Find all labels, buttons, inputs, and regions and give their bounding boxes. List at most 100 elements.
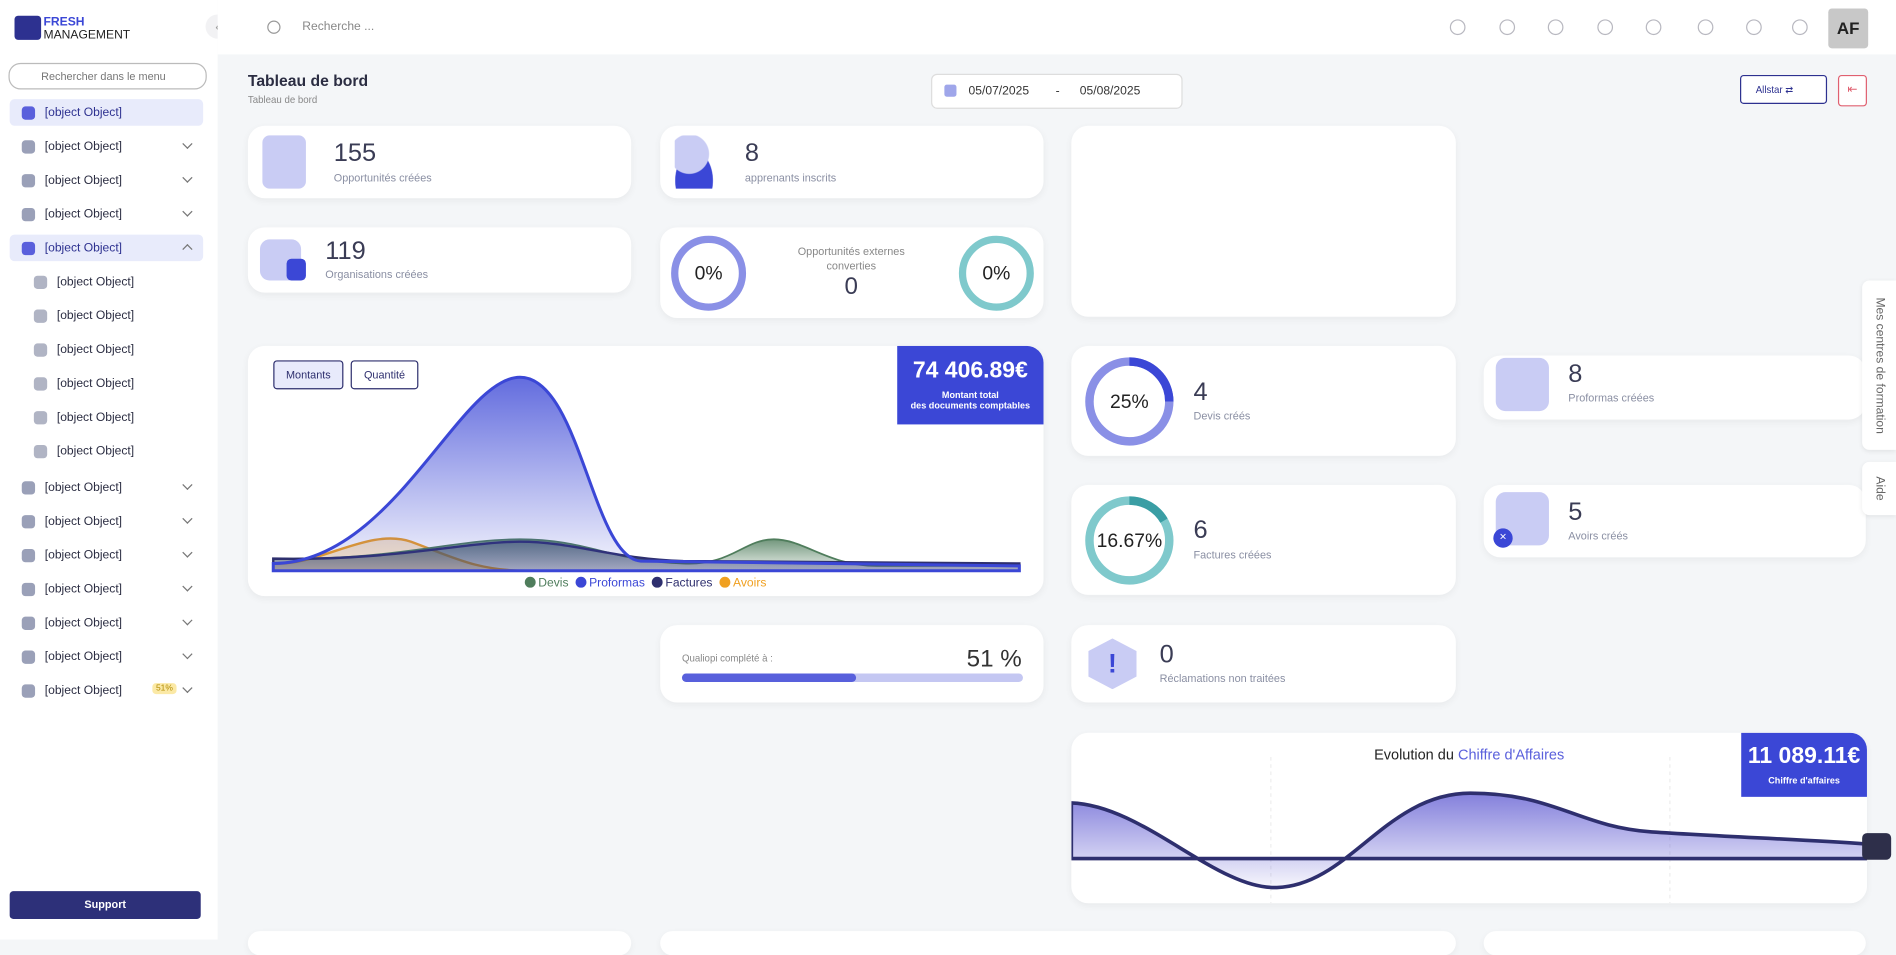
legend-item: Factures xyxy=(652,576,713,591)
chat-button[interactable] xyxy=(1862,833,1892,860)
top-icon xyxy=(1499,19,1516,36)
menu-label: [object Object] xyxy=(44,173,123,187)
stat-label: Avoirs créés xyxy=(1568,529,1628,542)
support-button[interactable]: Support xyxy=(9,891,201,919)
chevron xyxy=(182,682,193,694)
donut-label: 0% xyxy=(982,263,1010,285)
stat-label: Factures créées xyxy=(1193,548,1272,562)
menu-item[interactable]: [object Object] xyxy=(10,268,203,295)
avatar[interactable]: AF xyxy=(1828,8,1869,49)
stat-value: 0 xyxy=(1159,640,1174,669)
date-range[interactable]: 05/07/2025 - 05/08/2025 xyxy=(931,73,1183,109)
menu-item[interactable]: [object Object] xyxy=(10,404,203,431)
menu-item[interactable]: [object Object] xyxy=(10,336,203,363)
stat-label: Proformas créées xyxy=(1568,391,1655,404)
icon: × xyxy=(1493,528,1513,548)
menu-item[interactable]: [object Object] xyxy=(10,609,203,636)
chevron xyxy=(182,547,193,558)
menu-icon xyxy=(33,410,48,424)
side-tab[interactable]: Mes centres de formation xyxy=(1862,280,1896,450)
stat-value: 4 xyxy=(1193,378,1208,407)
stat-label: apprenants inscrits xyxy=(744,171,837,184)
date-to: 05/08/2025 xyxy=(1079,84,1141,98)
menu-icon xyxy=(21,649,36,664)
menu-label: [object Object] xyxy=(44,616,123,630)
menu-item[interactable]: [object Object] 51% xyxy=(10,677,203,704)
menu-label: [object Object] xyxy=(44,105,123,120)
menu-label: [object Object] xyxy=(56,308,135,323)
progress-bar xyxy=(681,673,856,682)
logout-button[interactable]: ⇤ xyxy=(1837,74,1867,107)
legend-dot xyxy=(652,576,664,588)
menu-item[interactable]: [object Object] xyxy=(9,99,204,126)
menu-item[interactable]: [object Object] xyxy=(10,133,203,160)
menu-label: [object Object] xyxy=(56,444,135,458)
total-label: des documents comptables xyxy=(910,400,1031,412)
revenue-curve xyxy=(1071,791,1867,890)
logo-text: MANAGEMENT xyxy=(43,29,131,43)
menu-label: [object Object] xyxy=(56,342,135,357)
account-button[interactable]: Allstar ⇄ xyxy=(1740,74,1828,104)
date-separator: - xyxy=(1055,84,1060,98)
menu-item[interactable]: [object Object] xyxy=(10,576,203,603)
menu-label: [object Object] xyxy=(44,480,123,494)
documents-chart-card: Montants Quantité 74 406.89€ Montant tot… xyxy=(247,345,1044,597)
legend-label: Avoirs xyxy=(733,576,767,591)
menu-icon xyxy=(21,582,36,596)
menu-item[interactable]: [object Object] xyxy=(9,234,204,262)
menu-item[interactable]: [object Object] xyxy=(10,438,203,465)
proformas-curve xyxy=(271,375,1021,573)
documents-chart xyxy=(271,375,1021,573)
menu-item[interactable]: [object Object] xyxy=(10,508,203,535)
menu-icon xyxy=(21,207,36,221)
menu-item[interactable]: [object Object] xyxy=(10,542,203,569)
side-tab[interactable]: Aide xyxy=(1862,461,1896,516)
legend-item: Devis xyxy=(524,576,569,590)
menu-item[interactable]: [object Object] xyxy=(10,474,203,501)
menu-icon xyxy=(21,514,36,528)
toggle-button[interactable]: Montants xyxy=(273,360,344,390)
icon xyxy=(674,135,724,189)
legend-dot xyxy=(719,576,731,588)
icon xyxy=(1495,357,1549,412)
top-icon xyxy=(1597,19,1614,36)
date-from: 05/07/2025 xyxy=(968,84,1030,98)
menu-search[interactable]: Rechercher dans le menu xyxy=(8,62,207,90)
revenue-chart xyxy=(1071,756,1867,904)
card xyxy=(1483,931,1866,955)
chevron xyxy=(182,615,193,626)
chevron xyxy=(182,581,193,592)
donut-label: 16.67% xyxy=(1097,530,1163,552)
stat-label: Organisations créées xyxy=(325,268,429,281)
menu-icon xyxy=(21,173,36,187)
revenue-title: Evolution du Chiffre d'Affaires xyxy=(1071,746,1867,763)
quality-badge: 51% xyxy=(152,683,177,695)
menu-item[interactable]: [object Object] xyxy=(10,302,203,329)
stat-label: Devis créés xyxy=(1193,409,1251,423)
total-badge: 74 406.89€ Montant total des documents c… xyxy=(897,345,1044,425)
calendar-icon xyxy=(944,84,957,97)
menu-item[interactable]: [object Object] xyxy=(10,201,203,228)
chevron xyxy=(182,479,193,491)
logo-icon xyxy=(14,15,42,40)
toggle-button[interactable]: Quantité xyxy=(350,360,419,390)
chevron xyxy=(182,138,193,150)
top-icon xyxy=(1697,19,1714,36)
card xyxy=(247,931,632,955)
menu-label: [object Object] xyxy=(44,207,123,221)
menu-item[interactable]: [object Object] xyxy=(10,643,203,670)
menu-icon xyxy=(21,616,36,630)
opportunities-card: 155 Opportunités créées xyxy=(247,125,632,199)
top-search[interactable]: Recherche ... xyxy=(302,20,375,34)
revenue-value: 11 089.11€ xyxy=(1747,743,1861,770)
title-text: Evolution du xyxy=(1374,746,1454,763)
stat-value: 8 xyxy=(1568,360,1583,389)
stat-value: 119 xyxy=(325,236,366,265)
legend-label: Factures xyxy=(665,576,713,591)
menu-item[interactable]: [object Object] xyxy=(10,370,203,397)
legend-item: Avoirs xyxy=(719,576,767,591)
menu-item[interactable]: [object Object] xyxy=(10,167,203,194)
revenue-card: Evolution du Chiffre d'Affaires 11 089.1… xyxy=(1071,732,1867,904)
icon: ! xyxy=(1088,638,1137,690)
